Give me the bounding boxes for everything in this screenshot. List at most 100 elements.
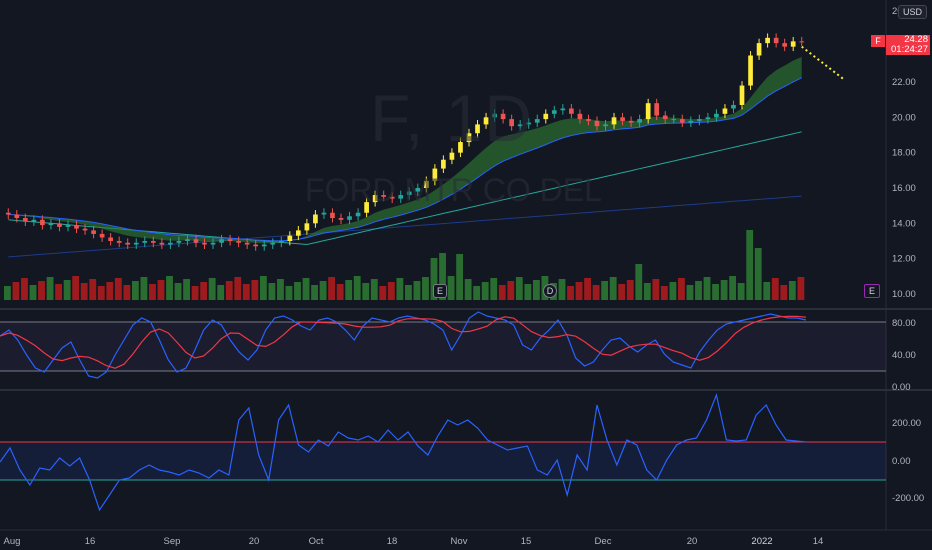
- volume-bar: [558, 279, 566, 300]
- candle-body: [389, 196, 395, 199]
- volume-bar: [456, 254, 464, 300]
- volume-bar: [80, 283, 88, 300]
- volume-bar: [259, 276, 267, 300]
- volume-bar: [234, 277, 242, 300]
- candle-body: [739, 85, 745, 105]
- volume-bar: [413, 281, 421, 300]
- volume-bar: [515, 277, 523, 300]
- volume-bar: [652, 279, 660, 300]
- candle-body: [654, 103, 660, 116]
- price-axis-label: 10.00: [892, 289, 916, 300]
- stoch-k-line: [0, 311, 807, 379]
- candle-body: [406, 191, 412, 196]
- candle-body: [475, 124, 480, 134]
- volume-bar: [370, 279, 378, 300]
- price-axis-label: 20.00: [892, 112, 916, 123]
- cci-band: [0, 442, 886, 480]
- volume-bar: [353, 276, 361, 300]
- candle-body: [398, 195, 404, 199]
- volume-bar: [319, 281, 327, 300]
- volume-bar: [405, 285, 412, 300]
- volume-bar: [575, 282, 583, 300]
- time-axis-label: 14: [813, 536, 824, 547]
- candle-body: [586, 119, 591, 121]
- candle-body: [355, 212, 361, 217]
- candle-body: [543, 113, 549, 120]
- time-axis-label: Dec: [595, 536, 612, 547]
- candle-body: [116, 241, 122, 243]
- earnings-event-icon[interactable]: E: [433, 284, 447, 298]
- volume-bar: [635, 264, 643, 300]
- candle-body: [14, 214, 20, 219]
- volume-bar: [729, 276, 737, 300]
- price-axis-label: 14.00: [892, 218, 916, 229]
- volume-bar: [149, 284, 156, 300]
- candle-body: [560, 108, 566, 111]
- volume-bar: [609, 277, 617, 300]
- volume-bar: [447, 276, 455, 300]
- dividend-event-icon[interactable]: D: [543, 284, 557, 298]
- volume-bar: [191, 286, 199, 300]
- candle-body: [423, 180, 429, 188]
- earnings-upcoming-icon[interactable]: E: [864, 284, 880, 298]
- candle-body: [364, 202, 369, 213]
- volume-bar: [242, 284, 250, 300]
- stoch-axis-label: 80.00: [892, 318, 916, 329]
- candle-body: [483, 117, 489, 125]
- candle-body: [321, 212, 327, 215]
- volume-bar: [669, 282, 677, 300]
- candle-body: [756, 43, 762, 56]
- candle-body: [432, 168, 438, 181]
- bar-countdown: 01:24:27: [891, 44, 928, 55]
- volume-bar: [678, 278, 685, 300]
- volume-bar: [97, 286, 105, 300]
- time-axis-label: Oct: [309, 536, 324, 547]
- candle-body: [125, 242, 131, 245]
- volume-bar: [771, 278, 779, 300]
- volume-bar: [626, 280, 634, 300]
- time-axis-label: 20: [687, 536, 698, 547]
- volume-bar: [763, 282, 771, 300]
- candle-body: [799, 41, 805, 43]
- volume-bar: [797, 277, 805, 300]
- candle-body: [551, 110, 557, 114]
- candle-body: [74, 225, 79, 229]
- time-axis-label: 18: [387, 536, 398, 547]
- candle-body: [287, 235, 293, 241]
- candle-body: [594, 120, 600, 127]
- volume-bar: [285, 286, 293, 300]
- volume-bar: [643, 283, 651, 300]
- volume-bar: [311, 285, 318, 300]
- price-axis-label: 18.00: [892, 148, 916, 159]
- currency-badge[interactable]: USD: [898, 5, 928, 19]
- candle-body: [671, 119, 677, 121]
- volume-bar: [166, 276, 173, 300]
- volume-bar: [277, 279, 284, 300]
- volume-bar: [89, 279, 97, 300]
- candle-body: [372, 195, 378, 203]
- volume-bar: [746, 230, 754, 300]
- volume-bar: [131, 281, 139, 300]
- candle-body: [48, 223, 54, 226]
- volume-bar: [63, 280, 71, 300]
- candle-body: [790, 41, 796, 47]
- candle-body: [449, 152, 455, 160]
- volume-bar: [302, 278, 310, 300]
- candle-body: [441, 159, 446, 169]
- candle-body: [500, 113, 506, 120]
- candle-body: [22, 218, 28, 222]
- candle-body: [620, 117, 625, 121]
- volume-bar: [200, 282, 208, 300]
- candle-body: [253, 244, 259, 247]
- cci-axis-label: -200.00: [892, 493, 924, 504]
- volume-bar: [268, 283, 276, 300]
- cci-axis-label: 0.00: [892, 456, 911, 467]
- candle-body: [347, 216, 352, 220]
- volume-bar: [345, 280, 353, 300]
- candle-body: [91, 230, 96, 234]
- stoch-axis-label: 40.00: [892, 350, 916, 361]
- volume-bar: [38, 281, 45, 300]
- candle-body: [193, 239, 199, 243]
- candle-body: [108, 237, 113, 241]
